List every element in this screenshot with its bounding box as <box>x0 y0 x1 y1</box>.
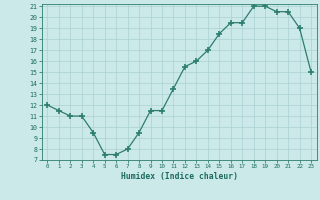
X-axis label: Humidex (Indice chaleur): Humidex (Indice chaleur) <box>121 172 238 181</box>
